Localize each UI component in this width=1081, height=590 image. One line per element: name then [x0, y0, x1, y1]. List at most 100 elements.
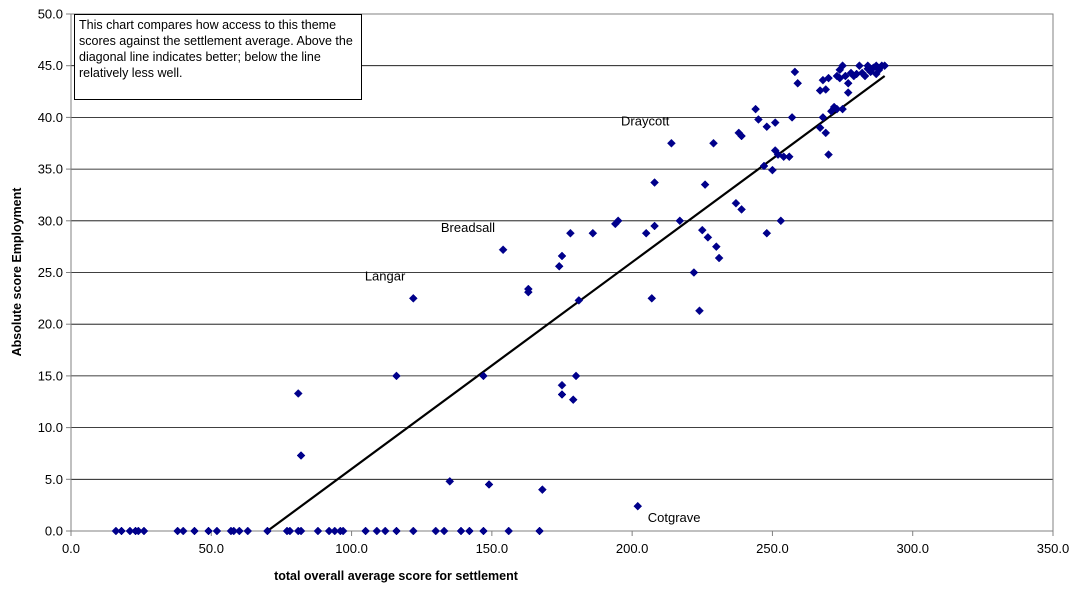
data-point	[296, 526, 306, 536]
data-point	[855, 61, 864, 71]
data-point	[293, 389, 303, 398]
x-axis-ticks: 0.0 50.0 100.0 150.0 200.0 250.0 300.0 350.0	[62, 531, 1069, 556]
point-annotations: Draycott Breadsall Langar Cotgrave	[365, 113, 701, 525]
x-tick-label: 0.0	[62, 541, 80, 556]
data-point	[392, 526, 401, 536]
annotation-cotgrave: Cotgrave	[648, 510, 701, 525]
annotation-breadsall: Breadsall	[441, 220, 495, 235]
y-tick-label: 45.0	[38, 58, 63, 73]
data-point	[863, 61, 873, 71]
data-point	[234, 526, 244, 536]
data-point	[709, 138, 718, 148]
data-point	[818, 113, 828, 122]
data-point	[841, 71, 850, 81]
data-point	[754, 115, 763, 124]
data-point	[700, 180, 710, 189]
data-point	[479, 526, 488, 536]
x-tick-label: 100.0	[335, 541, 368, 556]
data-point	[204, 526, 213, 536]
data-point	[408, 293, 418, 303]
data-point	[571, 371, 581, 381]
data-point	[243, 526, 253, 536]
data-point	[762, 228, 772, 238]
data-point	[296, 451, 306, 460]
data-point	[557, 380, 567, 390]
data-point	[613, 216, 623, 226]
y-axis-ticks: 0.0 5.0 10.0 15.0 20.0 25.0 30.0 35.0 40.0 45.0 50…	[38, 7, 71, 539]
data-point	[731, 198, 741, 208]
chart-note-box: This chart compares how access to this t…	[74, 14, 362, 100]
data-point	[456, 526, 466, 536]
data-point	[479, 371, 488, 381]
x-tick-label: 300.0	[896, 541, 929, 556]
x-axis-title: total overall average score for settleme…	[274, 569, 519, 583]
data-point	[759, 161, 769, 171]
data-point	[633, 501, 643, 511]
data-point	[504, 526, 514, 536]
x-tick-label: 150.0	[476, 541, 509, 556]
data-point	[703, 232, 713, 242]
y-tick-label: 0.0	[45, 524, 63, 539]
data-point	[117, 526, 126, 536]
data-point	[263, 526, 272, 536]
data-point	[843, 88, 853, 97]
y-tick-label: 40.0	[38, 110, 63, 125]
y-tick-label: 5.0	[45, 472, 63, 487]
data-point	[439, 526, 449, 536]
data-point	[821, 85, 831, 94]
annotation-draycott: Draycott	[621, 113, 670, 128]
data-point	[178, 526, 188, 536]
data-point	[484, 480, 494, 489]
data-point	[523, 284, 533, 294]
y-tick-label: 25.0	[38, 265, 63, 280]
chart-note-text: This chart compares how access to this t…	[79, 18, 353, 80]
data-point	[695, 306, 704, 316]
data-point	[557, 251, 567, 261]
data-point	[824, 73, 833, 83]
data-point	[285, 526, 295, 536]
x-tick-label: 50.0	[199, 541, 224, 556]
data-point	[737, 131, 746, 141]
y-tick-label: 35.0	[38, 162, 63, 177]
data-point	[650, 178, 659, 187]
data-point	[675, 216, 685, 226]
data-point	[843, 78, 853, 88]
y-tick-label: 10.0	[38, 420, 63, 435]
data-point	[768, 165, 777, 175]
data-point	[697, 225, 707, 235]
data-point	[641, 228, 651, 238]
data-point	[408, 526, 418, 536]
x-tick-label: 250.0	[756, 541, 789, 556]
y-tick-label: 20.0	[38, 317, 63, 332]
data-point	[445, 477, 455, 486]
data-point	[714, 253, 724, 263]
data-point	[838, 104, 847, 114]
data-point	[338, 526, 348, 536]
annotation-langar: Langar	[365, 268, 406, 283]
data-point	[647, 293, 657, 303]
data-point	[790, 67, 800, 77]
data-point	[190, 526, 199, 536]
gridlines	[71, 65, 1053, 480]
data-point	[498, 245, 508, 255]
data-point	[737, 205, 746, 214]
data-point	[860, 71, 870, 81]
data-point	[776, 216, 786, 226]
data-point	[139, 526, 149, 536]
data-point	[557, 390, 567, 399]
data-point	[824, 150, 833, 159]
data-point	[751, 104, 760, 114]
data-point	[821, 128, 831, 138]
data-point	[815, 123, 825, 133]
data-point	[361, 526, 370, 536]
data-point	[538, 485, 547, 494]
data-point	[650, 221, 659, 231]
data-point	[880, 61, 890, 71]
data-point	[793, 78, 803, 88]
data-point	[770, 118, 780, 127]
y-axis-title: Absolute score Employment	[10, 187, 24, 357]
y-tick-label: 15.0	[38, 368, 63, 383]
data-point	[465, 526, 474, 536]
data-point	[535, 526, 544, 536]
